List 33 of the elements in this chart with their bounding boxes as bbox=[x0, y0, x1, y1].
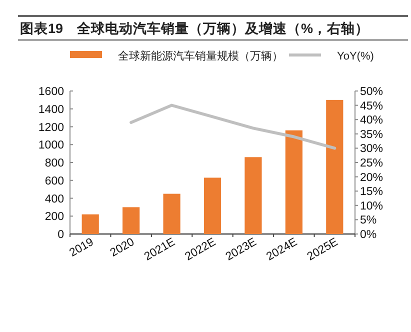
y-tick-label: 600 bbox=[44, 175, 64, 188]
bar bbox=[82, 214, 99, 234]
y-tick-label: 0 bbox=[58, 229, 64, 241]
bar bbox=[204, 178, 222, 234]
bar bbox=[285, 130, 302, 234]
bar bbox=[163, 194, 180, 234]
y2-tick-label: 25% bbox=[360, 158, 384, 170]
chart-title: 图表19 全球电动汽车销量（万辆）及增速（%，右轴） bbox=[20, 20, 370, 36]
x-tick-label: 2020 bbox=[108, 236, 137, 260]
y-tick-label: 1000 bbox=[38, 140, 64, 152]
y2-tick-label: 35% bbox=[360, 128, 384, 141]
x-tick-label: 2019 bbox=[68, 236, 96, 260]
y2-tick-label: 15% bbox=[360, 186, 384, 198]
y-tick-label: 1200 bbox=[38, 122, 64, 134]
y2-tick-label: 20% bbox=[360, 172, 384, 184]
y2-tick-label: 30% bbox=[360, 143, 384, 156]
legend-label: 全球新能源汽车销量规模（万辆） bbox=[118, 50, 283, 62]
y-tick-label: 1400 bbox=[38, 104, 64, 116]
bar bbox=[326, 100, 344, 234]
y2-tick-label: 10% bbox=[360, 200, 384, 212]
y-tick-label: 400 bbox=[44, 193, 64, 206]
y2-tick-label: 5% bbox=[360, 214, 377, 227]
y-tick-label: 1600 bbox=[38, 86, 64, 98]
legend-label: YoY(%) bbox=[337, 50, 374, 62]
line-series bbox=[130, 104, 336, 150]
y2-tick-label: 45% bbox=[360, 100, 384, 112]
y2-tick-label: 50% bbox=[360, 86, 384, 98]
bar bbox=[122, 207, 140, 234]
y-tick-label: 200 bbox=[44, 211, 64, 224]
y2-tick-label: 40% bbox=[360, 114, 384, 127]
y2-tick-label: 0% bbox=[360, 229, 377, 241]
y-tick-label: 800 bbox=[44, 158, 64, 170]
bar bbox=[244, 157, 262, 234]
